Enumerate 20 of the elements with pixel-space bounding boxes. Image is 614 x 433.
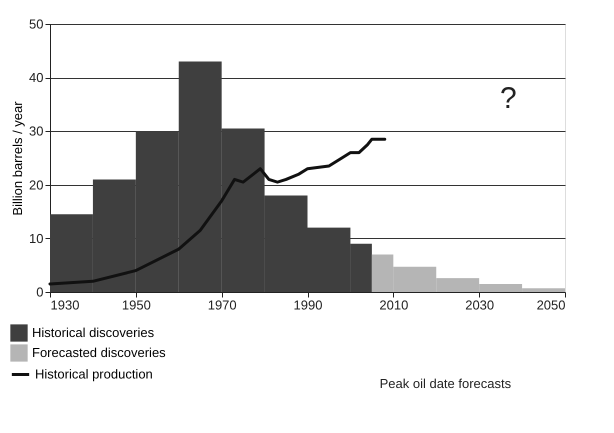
x-tick-label: 2010 — [379, 298, 408, 312]
y-tick-label: 10 — [29, 230, 44, 246]
x-tick-label: 2050 — [536, 298, 566, 312]
x-tick-label: 1990 — [294, 298, 322, 312]
legend-label: Historical production — [35, 366, 153, 382]
y-tick-label: 20 — [29, 177, 44, 192]
text: Peak oil date forecasts — [380, 376, 512, 391]
x-tick-label: 1950 — [122, 298, 151, 312]
x-tick-label: 2030 — [465, 298, 494, 312]
y-tick-label: 0 — [36, 284, 44, 300]
y-tick-label: 40 — [29, 70, 44, 86]
annotation: ? — [500, 82, 517, 116]
x-tick-label: 1930 — [50, 298, 80, 312]
legend-label: Forecasted discoveries — [32, 345, 166, 360]
line-series — [48, 138, 386, 286]
y-tick-label: 30 — [29, 124, 44, 139]
legend-label: Historical discoveries — [32, 325, 155, 340]
y-axis-title: Billion barrels / year — [10, 100, 26, 216]
x-tick-label: 1970 — [208, 298, 237, 312]
y-tick-label: 50 — [29, 16, 44, 32]
